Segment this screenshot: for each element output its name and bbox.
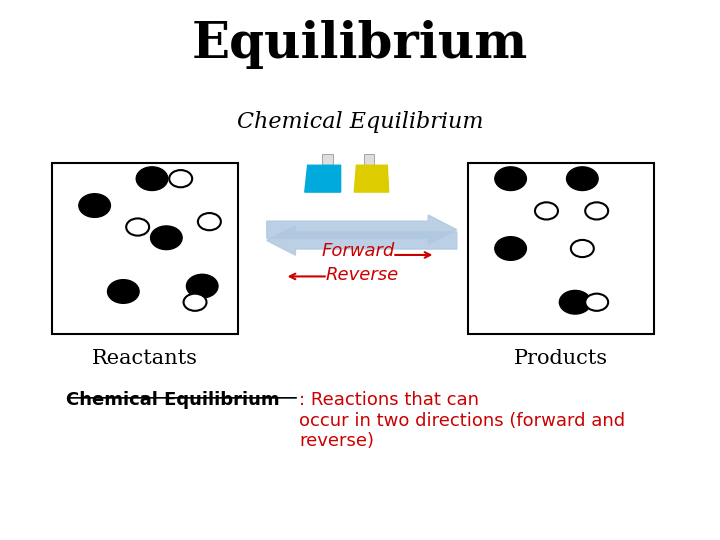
Circle shape (571, 240, 594, 257)
Polygon shape (322, 154, 333, 165)
Text: Chemical Equilibrium: Chemical Equilibrium (237, 111, 483, 133)
Polygon shape (354, 165, 389, 192)
Circle shape (150, 226, 182, 249)
Circle shape (79, 194, 110, 218)
Circle shape (186, 274, 218, 298)
Text: Reverse: Reverse (325, 266, 399, 285)
Text: Reactants: Reactants (92, 349, 198, 368)
Circle shape (567, 167, 598, 191)
Bar (52, 163, 238, 334)
FancyArrow shape (267, 215, 456, 245)
Circle shape (495, 167, 526, 191)
Circle shape (184, 294, 207, 311)
Text: Chemical Equilibrium: Chemical Equilibrium (66, 391, 279, 409)
Circle shape (169, 170, 192, 187)
Text: Forward: Forward (321, 242, 395, 260)
Circle shape (585, 202, 608, 219)
Circle shape (126, 218, 149, 235)
Text: Products: Products (514, 349, 608, 368)
FancyArrow shape (267, 226, 456, 255)
Circle shape (559, 291, 591, 314)
Polygon shape (364, 154, 374, 165)
Bar (467, 163, 654, 334)
Text: : Reactions that can
occur in two directions (forward and
reverse): : Reactions that can occur in two direct… (299, 391, 625, 450)
Circle shape (198, 213, 221, 230)
Text: Equilibrium: Equilibrium (192, 20, 528, 69)
Polygon shape (305, 165, 341, 192)
Circle shape (535, 202, 558, 219)
Circle shape (495, 237, 526, 260)
Circle shape (585, 294, 608, 311)
Circle shape (136, 167, 168, 191)
Circle shape (107, 280, 139, 303)
